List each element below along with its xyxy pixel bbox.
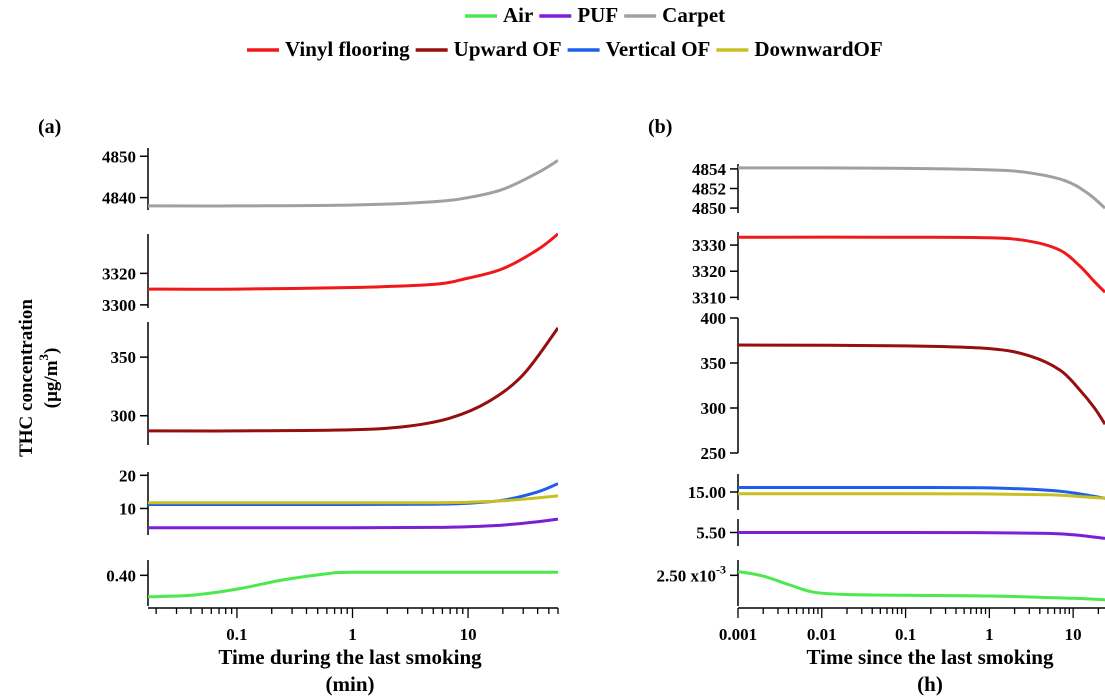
x-tick-label: 10 xyxy=(460,625,477,644)
y-label-close: ) xyxy=(41,348,62,354)
y-tick-label: 3300 xyxy=(102,296,136,315)
x-tick-label: 0.01 xyxy=(807,625,837,644)
y-tick-label: 350 xyxy=(701,354,727,373)
series-line-carpet xyxy=(148,159,558,208)
legend-label: Vertical OF xyxy=(606,37,711,61)
y-tick-label: 4852 xyxy=(692,180,726,199)
y-tick-label: 2.50 x10-3 xyxy=(657,562,727,585)
series-line-vinyl-flooring xyxy=(148,232,558,291)
y-tick-label: 4850 xyxy=(102,147,136,166)
subplot-4: 15.00 xyxy=(688,474,1105,510)
x-axis-unit: (min) xyxy=(326,672,375,696)
x-tick-label: 0.001 xyxy=(719,625,757,644)
y-tick-label: 10 xyxy=(119,499,136,518)
x-axis: 0.001 0.01 0.1 1 10 Time since the last smoki… xyxy=(719,607,1105,696)
y-tick-label: 3320 xyxy=(692,262,726,281)
legend: Air PUF Carpet Vinyl flooring Upward OF Verti… xyxy=(247,3,883,61)
y-tick-label-exponent: -3 xyxy=(716,562,726,576)
x-tick-label: 0.1 xyxy=(895,625,916,644)
y-tick-label: 3330 xyxy=(692,236,726,255)
y-axis-label: THC concentration (µg/m3) xyxy=(16,299,62,457)
y-tick-label: 0.40 xyxy=(106,566,136,585)
series-line-upward-of xyxy=(148,327,558,433)
y-tick-label: 250 xyxy=(701,444,727,463)
x-tick-label: 10 xyxy=(1065,625,1082,644)
x-axis-label: Time during the last smoking xyxy=(218,645,482,669)
legend-label: DownwardOF xyxy=(754,37,882,61)
subplot-2: 3300 3320 xyxy=(102,232,558,315)
series-line-downwardof xyxy=(148,494,558,505)
series-line-upward-of xyxy=(738,343,1105,425)
series-line-vertical-of xyxy=(738,485,1105,500)
y-axis-label-line1: THC concentration xyxy=(16,299,37,457)
y-tick-label: 4840 xyxy=(102,189,136,208)
legend-label: Air xyxy=(503,3,533,27)
y-axis-label-line2: (µg/m3) xyxy=(36,348,62,409)
series-line-vinyl-flooring xyxy=(738,235,1105,294)
panel-label: (b) xyxy=(648,116,672,138)
y-tick-label: 3320 xyxy=(102,264,136,283)
series-line-puf xyxy=(738,530,1105,540)
y-tick-label: 20 xyxy=(119,466,136,485)
subplot-2: 3310 3320 3330 xyxy=(692,232,1105,307)
subplot-1: 4840 4850 xyxy=(102,147,558,210)
y-tick-label: 4854 xyxy=(692,160,727,179)
legend-label: Upward OF xyxy=(454,37,562,61)
subplot-4: 10 20 xyxy=(119,466,558,535)
subplot-6: 2.50 x10-3 xyxy=(657,560,1105,606)
x-tick-label: 1 xyxy=(985,625,994,644)
series-line-air xyxy=(738,570,1105,602)
x-axis-unit: (h) xyxy=(917,672,943,696)
x-axis-label: Time since the last smoking xyxy=(807,645,1054,669)
legend-label: Vinyl flooring xyxy=(285,37,410,61)
subplot-3: 250 300 350 400 xyxy=(701,309,1105,463)
y-tick-label: 15.00 xyxy=(688,483,726,502)
subplot-3: 300 350 xyxy=(111,322,558,445)
y-tick-label-base: 2.50 x10 xyxy=(657,566,717,585)
subplot-5: 5.50 xyxy=(696,519,1105,546)
series-line-air xyxy=(148,570,558,599)
series-line-downwardof xyxy=(738,492,1105,500)
panel-label: (a) xyxy=(38,116,61,138)
x-tick-label: 0.1 xyxy=(226,625,247,644)
series-line-carpet xyxy=(738,166,1105,210)
y-label-unit: (µg/m xyxy=(41,360,62,408)
legend-label: Carpet xyxy=(662,3,725,27)
series-line-puf xyxy=(148,517,558,530)
subplot-5: 0.40 xyxy=(106,560,558,606)
x-tick-label: 1 xyxy=(348,625,357,644)
y-tick-label: 350 xyxy=(111,348,137,367)
y-tick-label: 5.50 xyxy=(696,524,726,543)
legend-label: PUF xyxy=(577,3,618,27)
y-tick-label: 3310 xyxy=(692,288,726,307)
y-tick-label: 400 xyxy=(701,309,727,328)
y-tick-label: 300 xyxy=(701,399,727,418)
y-tick-label: 300 xyxy=(111,407,137,426)
y-tick-label: 4850 xyxy=(692,199,726,218)
y-label-superscript: 3 xyxy=(36,353,51,360)
